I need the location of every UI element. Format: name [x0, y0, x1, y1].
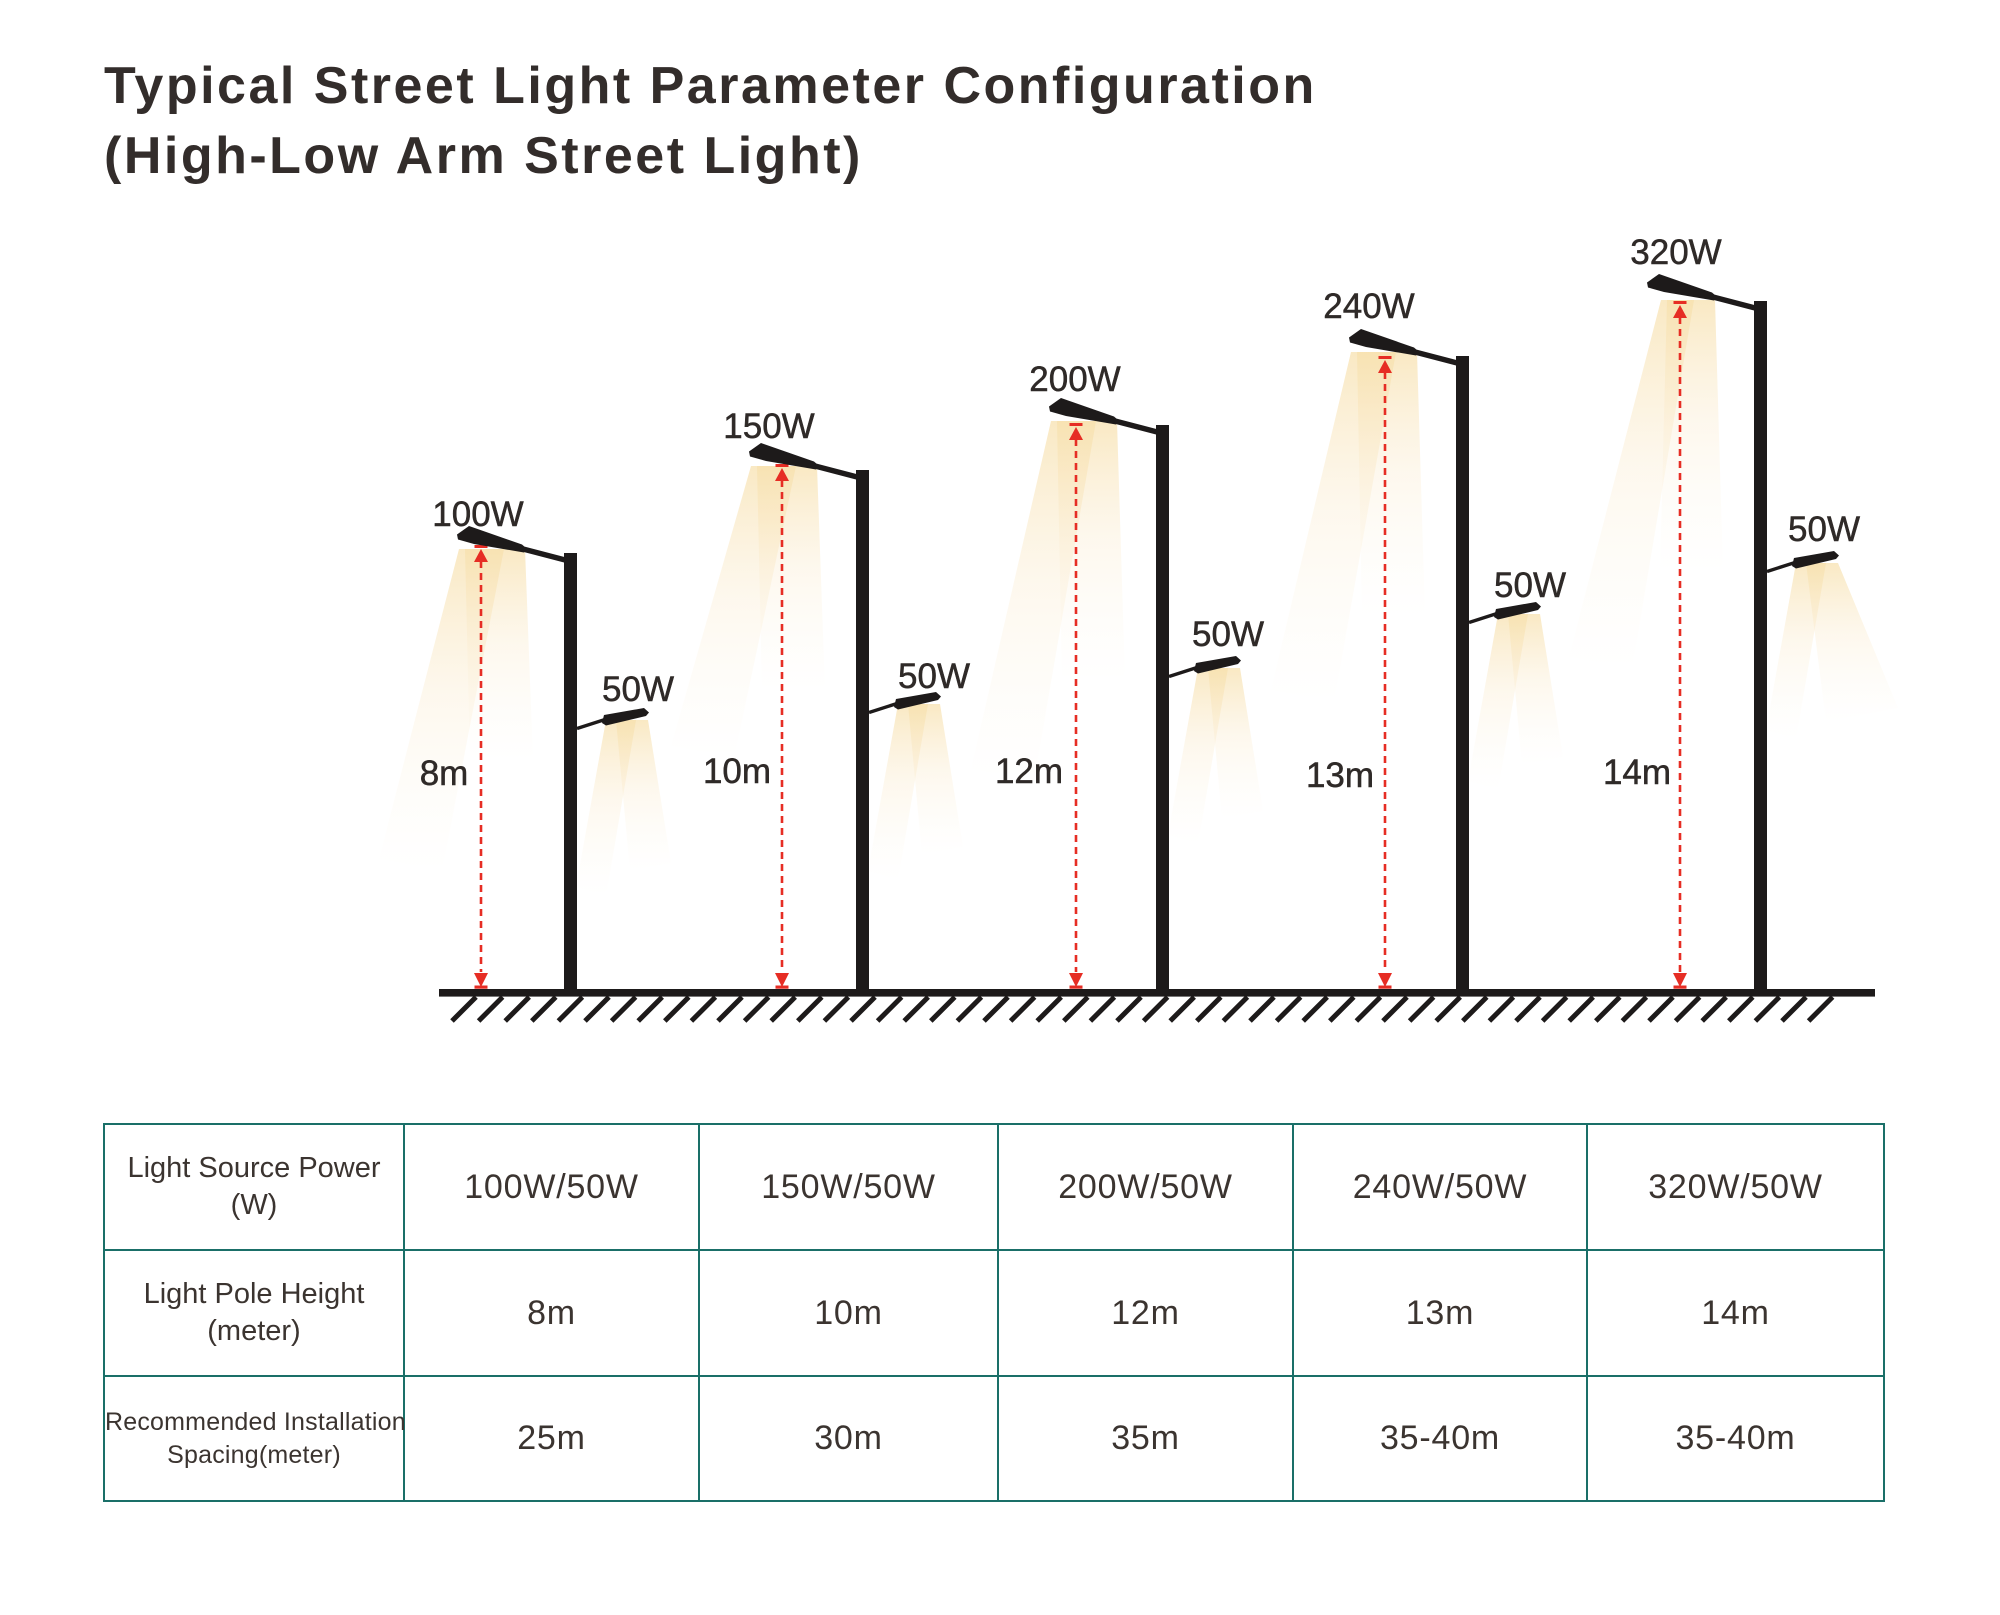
svg-text:200W: 200W: [1029, 360, 1120, 399]
svg-text:320W: 320W: [1630, 233, 1721, 272]
svg-text:240W: 240W: [1323, 287, 1414, 326]
svg-text:8m: 8m: [420, 754, 469, 793]
svg-text:100W: 100W: [432, 495, 523, 534]
svg-text:50W: 50W: [602, 670, 674, 709]
svg-text:12m: 12m: [995, 752, 1063, 791]
svg-text:14m: 14m: [1603, 753, 1671, 792]
svg-text:50W: 50W: [1494, 566, 1566, 605]
svg-text:10m: 10m: [703, 752, 771, 791]
svg-text:13m: 13m: [1306, 756, 1374, 795]
svg-text:50W: 50W: [898, 657, 970, 696]
svg-text:150W: 150W: [723, 407, 814, 446]
svg-text:50W: 50W: [1788, 510, 1860, 549]
svg-text:50W: 50W: [1192, 615, 1264, 654]
